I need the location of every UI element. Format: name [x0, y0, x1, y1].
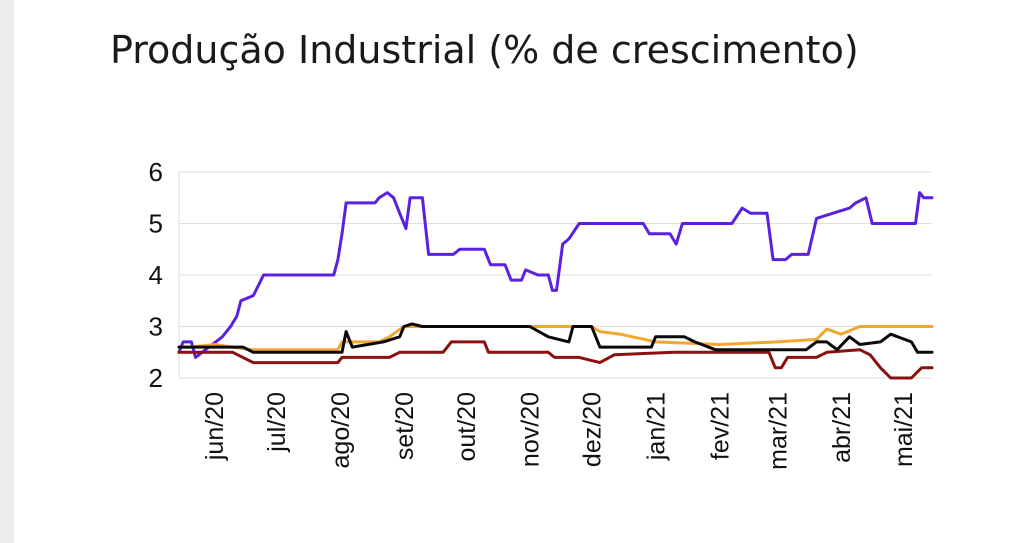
series-line-4 [177, 322, 934, 354]
y-tick-label-2: 2 [149, 363, 163, 393]
x-tick-label-ago-20: ago/20 [327, 392, 355, 468]
x-tick-label-abr-21: abr/21 [828, 392, 856, 463]
x-tick-label-nov-20: nov/20 [517, 392, 545, 467]
y-tick-label-6: 6 [149, 157, 163, 187]
line-chart: 2 3 4 5 6 jun/20 jul/20 ago/20 set/20 out/20 nov/2… [149, 157, 934, 470]
x-tick-label-out-20: out/20 [453, 392, 481, 462]
x-tick-label-jan-21: jan/21 [643, 392, 671, 461]
chart-title: Produção Industrial (% de crescimento) [110, 28, 859, 72]
chart-card: Produção Industrial (% de crescimento) 2… [14, 0, 1024, 543]
x-tick-label-mar-21: mar/21 [764, 392, 792, 470]
y-tick-label-5: 5 [149, 209, 163, 239]
x-tick-label-set-20: set/20 [391, 392, 419, 460]
x-tick-label-jul-20: jul/20 [263, 392, 291, 453]
y-tick-label-4: 4 [149, 260, 163, 290]
series-line-1 [177, 191, 934, 359]
y-tick-label-3: 3 [149, 312, 163, 342]
x-tick-label-jun-20: jun/20 [201, 392, 229, 461]
x-tick-label-dez-20: dez/20 [579, 392, 607, 467]
x-tick-label-mai-21: mai/21 [890, 392, 918, 467]
series-line-3 [177, 340, 934, 380]
x-tick-label-fev-21: fev/21 [707, 392, 735, 460]
